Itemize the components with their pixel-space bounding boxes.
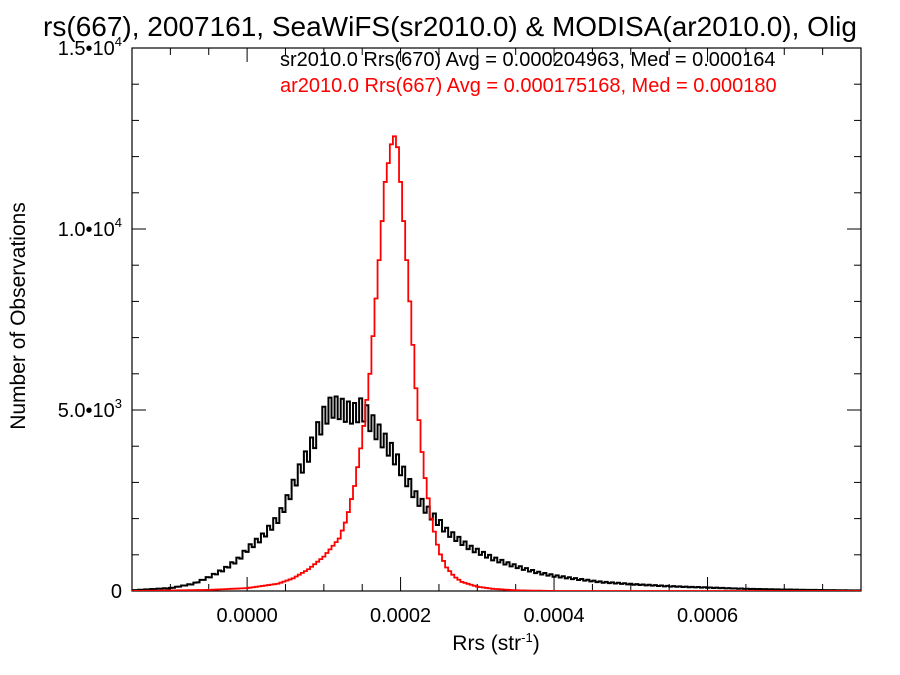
legend-entry: ar2010.0 Rrs(667) Avg = 0.000175168, Med… — [280, 75, 777, 97]
x-tick-label: 0.0006 — [677, 605, 738, 627]
x-tick-label: 0.0000 — [217, 605, 278, 627]
y-axis-label: Number of Observations — [7, 202, 30, 430]
series-ar2010-line — [132, 135, 861, 591]
x-axis-label-superscript: -1 — [521, 630, 533, 645]
x-axis-label: Rrs (str-1) — [452, 630, 539, 655]
y-axis-ticks: 0 5.0•103 1.0•104 1.5•104 — [58, 34, 861, 603]
plot-frame — [131, 47, 862, 592]
y-tick-label: 0 — [111, 581, 122, 603]
plot-area-border — [131, 47, 862, 592]
x-axis-ticks: 0.0000 0.0002 0.0004 0.0006 — [131, 48, 862, 627]
y-tick-label: 1.5•104 — [58, 34, 122, 60]
y-tick-label: 1.0•104 — [58, 215, 122, 241]
chart-title: rs(667), 2007161, SeaWiFS(sr2010.0) & MO… — [43, 11, 857, 42]
x-tick-label: 0.0004 — [523, 605, 584, 627]
x-tick-label: 0.0002 — [370, 605, 431, 627]
series-layer — [132, 135, 861, 591]
legend-entry: sr2010.0 Rrs(670) Avg = 0.000204963, Med… — [280, 49, 776, 71]
legend: sr2010.0 Rrs(670) Avg = 0.000204963, Med… — [280, 49, 777, 97]
series-sr2010-line — [132, 395, 861, 591]
y-tick-label: 5.0•103 — [58, 396, 122, 422]
